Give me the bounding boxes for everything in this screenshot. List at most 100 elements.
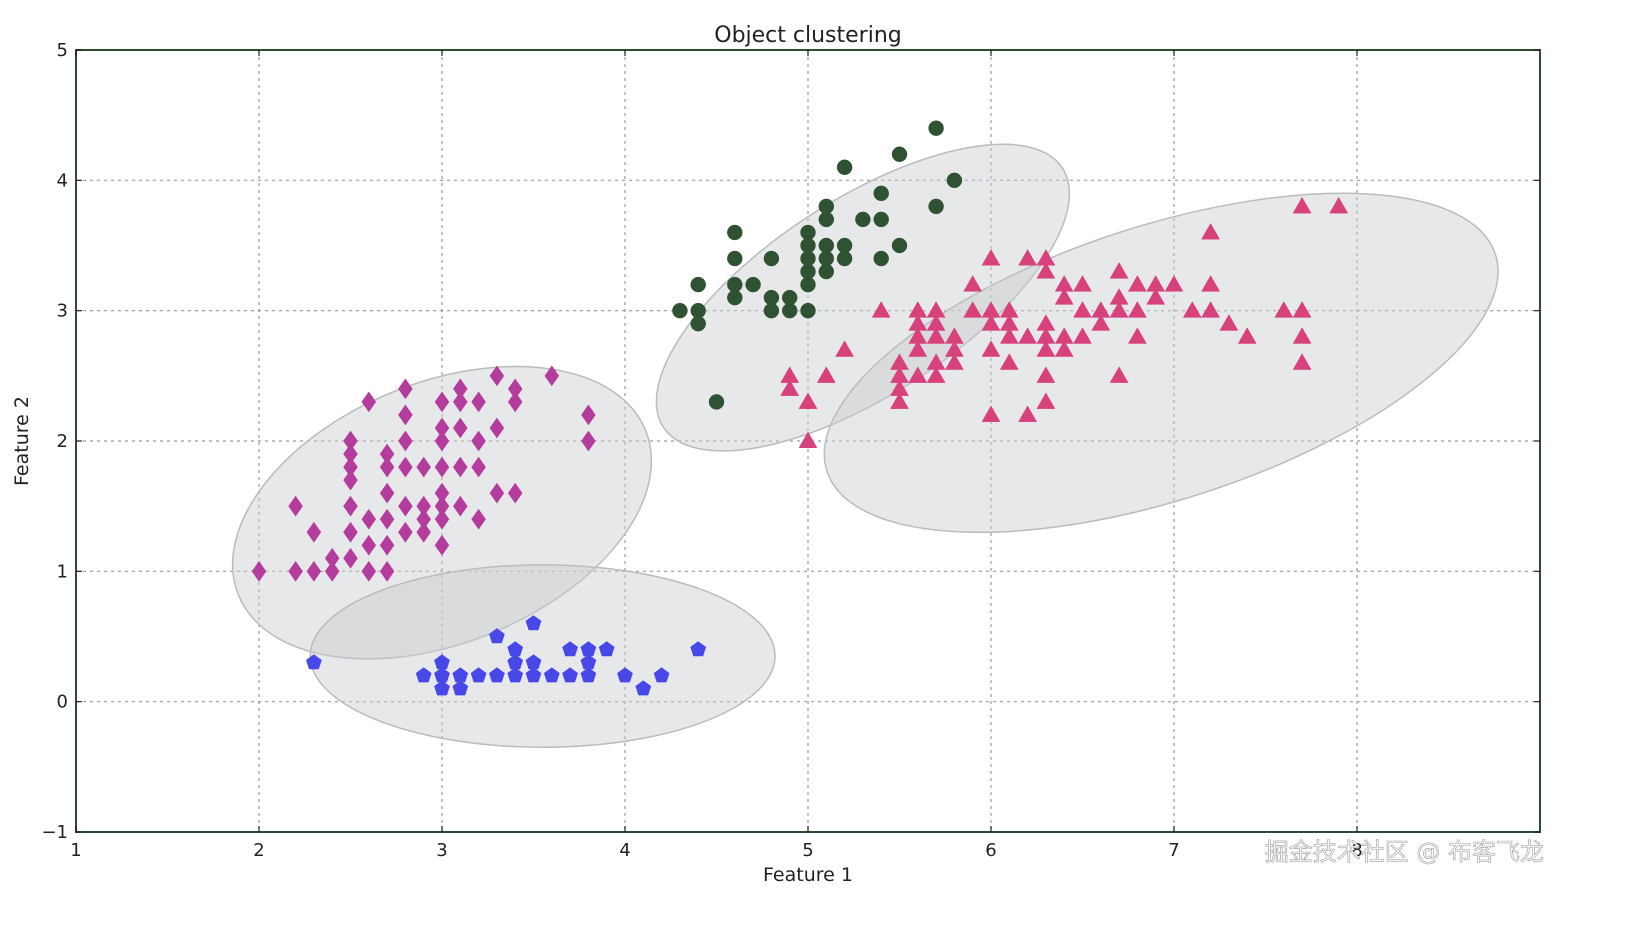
cluster-diamond-point xyxy=(398,430,413,452)
cluster-circle-point xyxy=(727,224,743,241)
cluster-triangle-point xyxy=(981,405,1001,422)
cluster-circle-point xyxy=(855,211,871,228)
y-tick-label: 5 xyxy=(57,40,68,61)
cluster-diamond-point xyxy=(343,430,358,452)
cluster-circle-point xyxy=(690,315,706,332)
cluster-diamond-point xyxy=(343,547,358,569)
cluster-triangle-point xyxy=(1292,327,1312,344)
cluster-triangle-point xyxy=(1109,301,1129,318)
cluster-triangle-point xyxy=(1054,275,1074,292)
y-axis-label: Feature 2 xyxy=(11,396,33,486)
cluster-diamond-point xyxy=(471,508,486,530)
cluster-triangle-point xyxy=(1201,301,1221,318)
cluster-pentagon-point xyxy=(507,654,524,670)
y-tick-label: 1 xyxy=(57,561,68,582)
cluster-diamond-point xyxy=(343,521,358,543)
cluster-triangle-point xyxy=(798,431,818,448)
cluster-pentagon-point xyxy=(415,667,432,683)
x-tick-label: 3 xyxy=(436,840,447,861)
y-tick-label: 4 xyxy=(57,170,68,191)
x-axis-label: Feature 1 xyxy=(763,864,853,886)
cluster-circle-point xyxy=(836,250,853,267)
cluster-triangle-point xyxy=(1219,314,1239,331)
cluster-diamond-point xyxy=(361,508,377,530)
cluster-triangle-point xyxy=(1292,196,1312,214)
cluster-diamond-point xyxy=(507,482,523,504)
x-tick-label: 7 xyxy=(1168,840,1179,861)
cluster-pentagon-point xyxy=(562,667,579,683)
cluster-triangle-point xyxy=(963,275,983,292)
cluster-triangle-point xyxy=(890,353,909,370)
cluster-triangle-point xyxy=(1237,327,1257,344)
cluster-diamond-point xyxy=(379,456,395,478)
cluster-circle-point xyxy=(727,276,743,293)
cluster-triangle-point xyxy=(908,340,928,357)
cluster-triangle-point xyxy=(1054,288,1074,305)
x-tick-label: 4 xyxy=(619,840,630,861)
cluster-circle-point xyxy=(928,120,944,136)
cluster-circle-point xyxy=(800,237,816,254)
cluster-diamond-point xyxy=(251,560,267,582)
cluster-diamond-point xyxy=(507,391,523,413)
cluster-diamond-point xyxy=(398,456,413,478)
cluster-pentagon-point xyxy=(452,667,469,683)
cluster-diamond-point xyxy=(452,495,468,517)
cluster-triangle-point xyxy=(926,366,946,383)
cluster-triangle-point xyxy=(1018,249,1038,266)
cluster-diamond-point xyxy=(343,443,358,465)
cluster-circle-point xyxy=(873,185,889,202)
cluster-diamond-series xyxy=(251,365,596,582)
cluster-pentagon-point xyxy=(543,667,560,683)
cluster-triangle-point xyxy=(890,392,909,409)
cluster-diamond-point xyxy=(343,469,358,491)
cluster-diamond-point xyxy=(306,560,322,582)
cluster-triangle-series xyxy=(780,196,1349,448)
cluster-triangle-point xyxy=(981,340,1001,357)
cluster-triangle-point xyxy=(944,340,964,357)
cluster-triangle-point xyxy=(1127,327,1147,344)
cluster-triangle-point xyxy=(1201,275,1221,292)
cluster-diamond-point xyxy=(434,391,450,413)
cluster-pentagon-point xyxy=(434,654,450,670)
cluster-pentagon-point xyxy=(470,667,487,683)
cluster-triangle-point xyxy=(1091,301,1111,318)
cluster-triangle-point xyxy=(1036,327,1056,344)
cluster-triangle-point xyxy=(1073,327,1092,344)
x-tick-label: 2 xyxy=(253,840,264,861)
cluster-triangle-point xyxy=(1036,392,1056,409)
cluster-diamond-point xyxy=(343,456,358,478)
cluster-3-ellipse xyxy=(823,192,1499,534)
cluster-circle-point xyxy=(891,146,908,163)
y-tick-label: 3 xyxy=(57,301,68,322)
cluster-triangle-point xyxy=(1164,275,1184,292)
cluster-diamond-point xyxy=(398,404,413,426)
cluster-diamond-point xyxy=(288,495,303,517)
cluster-diamond-point xyxy=(324,547,340,569)
cluster-diamond-point xyxy=(416,521,432,543)
cluster-triangle-point xyxy=(1146,288,1166,305)
cluster-triangle-point xyxy=(999,353,1019,370)
cluster-pentagon-point xyxy=(635,680,652,696)
cluster-pentagon-point xyxy=(305,654,322,670)
cluster-circle-point xyxy=(891,237,908,254)
cluster-circle-point xyxy=(836,237,853,254)
cluster-triangle-point xyxy=(1182,301,1202,318)
cluster-triangle-point xyxy=(798,392,818,409)
cluster-circle-point xyxy=(800,276,816,293)
cluster-diamond-point xyxy=(581,404,596,426)
cluster-triangle-point xyxy=(1146,275,1166,292)
cluster-diamond-point xyxy=(434,417,450,439)
cluster-diamond-point xyxy=(379,482,395,504)
cluster-triangle-point xyxy=(1127,275,1147,292)
cluster-triangle-point xyxy=(908,327,928,344)
cluster-circle-point xyxy=(818,211,835,228)
cluster-circle-point xyxy=(818,198,835,215)
cluster-pentagon-point xyxy=(434,680,450,696)
x-tick-label: 1 xyxy=(70,840,81,861)
cluster-pentagon-point xyxy=(580,667,597,683)
cluster-triangle-point xyxy=(890,379,909,396)
cluster-diamond-point xyxy=(544,365,560,387)
cluster-diamond-point xyxy=(489,365,505,387)
cluster-circle-point xyxy=(708,394,725,410)
